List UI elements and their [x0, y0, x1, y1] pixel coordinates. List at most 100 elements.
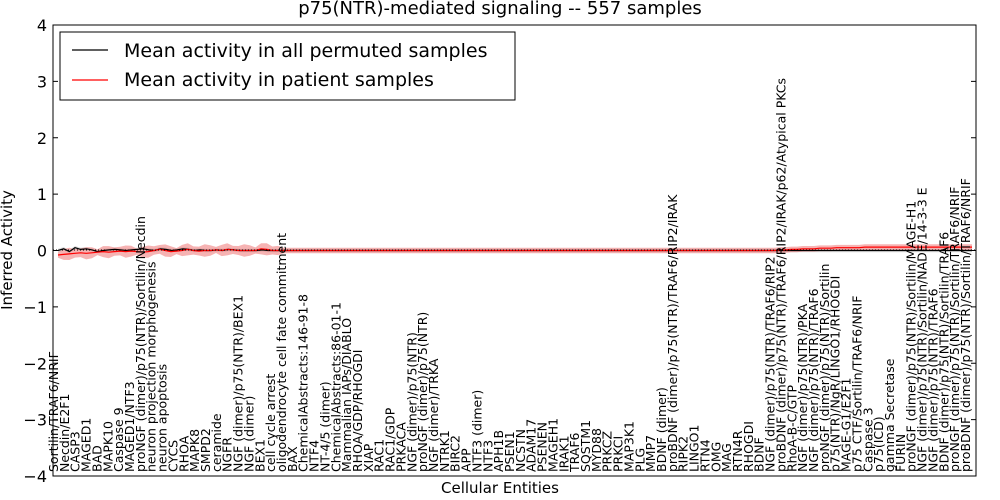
entity-label: BIRC2 — [448, 435, 463, 472]
entity-label: RTN4R — [730, 430, 745, 472]
entity-label: NT-4/5 (dimer) — [317, 381, 332, 472]
entity-label: ceramide — [209, 413, 224, 472]
entity-label: MAG — [719, 443, 734, 472]
y-tick-label: 3 — [37, 72, 47, 91]
entity-label: NTRK1 — [437, 430, 452, 472]
entity-label: PRKCZ — [600, 431, 615, 472]
entity-label: MYD88 — [589, 428, 604, 472]
entity-label: ADAM17 — [524, 419, 539, 472]
entity-label: ChemicalAbstracts:146-91-8 — [296, 294, 311, 472]
entity-label: proBDNF (dimer)/p75(NTR)/TRAF6/RIP2/IRAK — [665, 194, 680, 472]
entity-label: NTF4 — [307, 440, 322, 472]
entity-label: NGF (dimer)/p75(NTR) — [404, 332, 419, 472]
entity-label: NTF3 (dimer) — [469, 390, 484, 472]
entity-label: BDNF (dimer) — [654, 387, 669, 472]
entity-label: CYCS — [165, 440, 180, 472]
entity-label: MAGED1/NTF3 — [122, 381, 137, 472]
entity-label: SMPD2 — [198, 428, 213, 472]
entity-label: FURIN — [893, 434, 908, 472]
entity-label: proBDNF (dimer)/p75(NTR)/TRAF6/RIP2/IRAK… — [773, 78, 788, 472]
entity-label: MAGED1 — [79, 418, 94, 472]
entity-label: RAC1/GDP — [383, 407, 398, 472]
entity-label: p75(NTR)/NgR/LINGO1/RHOGDI — [828, 276, 843, 472]
entity-label: proNGF (dimer)/p75(NTR)/Sortilin/MAGE-H1 — [904, 201, 919, 472]
y-tick-label: −4 — [23, 467, 47, 486]
entity-label: RhoA-B-C/GTP — [784, 385, 799, 472]
entity-label: RAC1 — [372, 439, 387, 472]
entity-label: RHOA — [176, 435, 191, 472]
entity-label: p75(ICD) — [871, 416, 886, 472]
entity-label: OMG — [708, 442, 723, 472]
entity-label: PRKACA — [393, 422, 408, 472]
entity-label: proNGF (dimer)/p75(NTR)/Sortilin/TRAF6/N… — [947, 187, 962, 472]
entity-label: NGF (dimer)/p75(NTR)/Sortilin/NADE/14-3-… — [915, 187, 930, 472]
entity-label: NGFR — [220, 437, 235, 472]
entity-label: RHOGDI — [741, 421, 756, 472]
entity-label: MAPK8 — [187, 429, 202, 472]
entity-label: PLG — [632, 448, 647, 472]
y-tick-label: 4 — [37, 16, 47, 35]
entity-label: NTF3 — [480, 440, 495, 472]
entity-label: RTN4 — [697, 439, 712, 472]
entity-label: NGF (dimer)/p75(NTR)/TRAF6 — [925, 288, 940, 472]
entity-label: BAX — [285, 446, 300, 472]
legend: Mean activity in all permuted samples Me… — [59, 31, 516, 101]
entity-label: MMP7 — [643, 435, 658, 472]
entity-label: Caspase 3 — [860, 407, 875, 472]
entity-label: XIAP — [361, 443, 376, 472]
legend-label-patient: Mean activity in patient samples — [124, 69, 434, 91]
y-tick-label: −3 — [23, 411, 47, 430]
chart-title: p75(NTR)-mediated signaling -- 557 sampl… — [298, 0, 702, 19]
entity-label: PSEN1 — [502, 431, 517, 472]
entity-label: RHOA/GDP/RHOGDI — [350, 350, 365, 472]
entity-label: Necdin/E2F1 — [57, 394, 72, 472]
entity-label: proBDNF (dimer)/p75(NTR)/Sortilin/TRAF6/… — [958, 178, 973, 472]
entity-label: MAPK10 — [100, 421, 115, 472]
entity-label: PSENEN — [535, 422, 550, 472]
y-axis: −4 −3 −2 −1 0 1 2 3 4 — [23, 16, 976, 486]
x-axis-title: Cellular Entities — [441, 479, 559, 497]
y-tick-label: 2 — [37, 129, 47, 148]
entity-label: BDNF (dimer)/p75(NTR)/Sortilin/TRAF6 — [936, 232, 951, 472]
y-tick-label: 1 — [37, 185, 47, 204]
entity-label: proNGF (dimer)/p75(NTR)/Sortilin/Necdin — [133, 216, 148, 472]
entity-label: cell cycle arrest — [263, 374, 278, 472]
entity-label: MAP3K1 — [621, 421, 636, 472]
entity-label: ChemicalAbstracts:86-01-1 — [328, 302, 343, 472]
entity-label: Mammalian IAPs/DIABLO — [339, 318, 354, 472]
entity-label: NGF (dimer)/p75(NTR)/TRAF6 — [806, 288, 821, 472]
entity-label: BEX1 — [252, 439, 267, 472]
entity-label: IRAK1 — [556, 435, 571, 472]
entity-label: TRAF6 — [567, 432, 582, 473]
entity-label: CASP3 — [68, 431, 83, 472]
entity-label: Caspase 9 — [111, 407, 126, 472]
entity-label: oligodendrocyte cell fate commitment — [274, 233, 289, 472]
entity-label: NGF (dimer)/p75(NTR)/PKA — [795, 303, 810, 472]
entity-label: proNGF (dimer)/p75(NTR) — [415, 312, 430, 472]
entity-label: proNGF (dimer)/p75(NTR)/Sortilin — [817, 264, 832, 472]
patient-confidence-band — [58, 243, 972, 260]
entity-label: NGF (dimer)/p75(NTR)/TRAF6/RIP2 — [763, 256, 778, 472]
entity-label: APP — [459, 448, 474, 472]
entity-label: NGF (dimer)/TRKA — [426, 358, 441, 472]
y-tick-label: −1 — [23, 298, 47, 317]
y-tick-label: −2 — [23, 354, 47, 373]
entity-label: PRKCI — [611, 436, 626, 472]
entity-label: BAD — [89, 445, 104, 472]
entity-label: LINGO1 — [687, 425, 702, 472]
entity-label: neuron projection morphogenesis — [144, 261, 159, 472]
entity-label-layer: Sortilin/TRAF6/NRIFNecdin/E2F1CASP3MAGED… — [46, 78, 973, 473]
entity-label: MAGEH1 — [545, 418, 560, 472]
entity-label: BDNF — [752, 437, 767, 472]
entity-label: MAGE-G1/E2F1 — [839, 377, 854, 472]
entity-label: NCSTN — [513, 429, 528, 472]
legend-label-permuted: Mean activity in all permuted samples — [124, 40, 487, 62]
y-tick-label: 0 — [37, 242, 47, 261]
entity-label: p75 CTF/Sortilin/TRAF6/NRIF — [849, 296, 864, 472]
entity-label: NGF (dimer) — [241, 396, 256, 472]
entity-label: neuron apoptosis — [155, 364, 170, 472]
entity-label: gamma Secretase — [882, 358, 897, 472]
entity-label: APH1B — [491, 430, 506, 472]
y-axis-title: Inferred Activity — [0, 190, 16, 310]
